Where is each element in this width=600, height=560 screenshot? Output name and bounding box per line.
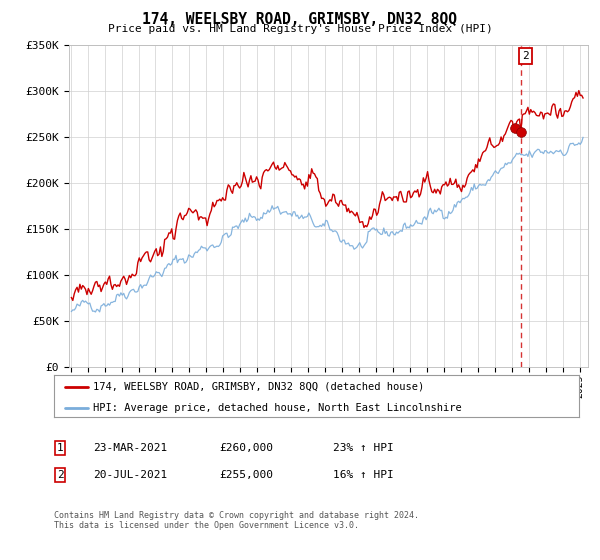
Text: Price paid vs. HM Land Registry's House Price Index (HPI): Price paid vs. HM Land Registry's House … (107, 24, 493, 34)
Text: 23% ↑ HPI: 23% ↑ HPI (333, 443, 394, 453)
Text: Contains HM Land Registry data © Crown copyright and database right 2024.
This d: Contains HM Land Registry data © Crown c… (54, 511, 419, 530)
Text: 16% ↑ HPI: 16% ↑ HPI (333, 470, 394, 480)
Text: 1: 1 (56, 443, 64, 453)
Text: 2: 2 (56, 470, 64, 480)
Text: HPI: Average price, detached house, North East Lincolnshire: HPI: Average price, detached house, Nort… (94, 403, 462, 413)
Text: 20-JUL-2021: 20-JUL-2021 (93, 470, 167, 480)
Text: 23-MAR-2021: 23-MAR-2021 (93, 443, 167, 453)
Text: 174, WEELSBY ROAD, GRIMSBY, DN32 8QQ: 174, WEELSBY ROAD, GRIMSBY, DN32 8QQ (143, 12, 458, 27)
Text: £255,000: £255,000 (219, 470, 273, 480)
Text: 174, WEELSBY ROAD, GRIMSBY, DN32 8QQ (detached house): 174, WEELSBY ROAD, GRIMSBY, DN32 8QQ (de… (94, 381, 425, 391)
Text: 2: 2 (522, 51, 529, 61)
Text: £260,000: £260,000 (219, 443, 273, 453)
